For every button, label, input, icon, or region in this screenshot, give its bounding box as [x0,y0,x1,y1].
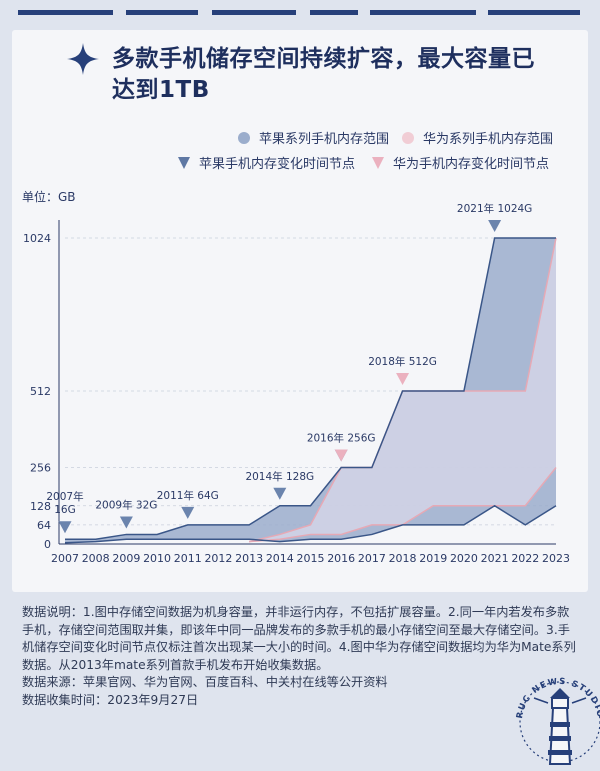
legend-apple-node-label: 苹果手机内存变化时间节点 [199,157,356,172]
apple-max-line [65,237,556,540]
y-tick-label-64: 64 [37,519,51,532]
y-unit-label: 单位：GB [22,189,76,204]
legend-apple-range-swatch [238,131,250,144]
x-tick-label-2018: 2018 [389,552,417,565]
x-tick-label-2008: 2008 [82,552,110,565]
apple-node-marker-2014 [273,487,287,500]
x-tick-label-2021: 2021 [481,552,509,565]
apple-node-label-2007-2: 16G [54,504,76,516]
data-collection-date: 数据收集时间：2023年9月27日 [22,692,199,707]
ruc-news-studio-logo: RUC NEWS STUDIO [515,677,600,765]
legend-apple-node-triangle-icon [178,156,190,169]
chart-areas [64,237,557,544]
y-tick-label-1024: 1024 [23,232,51,245]
legend-apple-node: 苹果手机内存变化时间节点 [178,153,355,172]
apple-node-label-2007-1: 2007年 [46,490,83,503]
apple-min-line [64,504,557,544]
x-tick-label-2012: 2012 [204,552,232,565]
huawei-node-marker-2018 [396,373,410,385]
legend-huawei-range-swatch [402,131,414,144]
huawei-node-label-2018-1: 2018年 512G [368,355,437,368]
apple-node-label-2016-1: 2016年 256G [307,432,376,445]
x-tick-label-2022: 2022 [511,552,539,565]
x-tick-label-2013: 2013 [235,552,263,565]
huawei-node-marker-2016 [334,449,348,462]
legend-huawei-node-triangle-icon [372,156,384,169]
x-tick-label-2014: 2014 [266,552,294,565]
apple-node-label-2009-1: 2009年 32G [95,498,157,511]
header-decoration [0,0,600,34]
y-tick-label-256: 256 [30,462,51,475]
y-tick-label-512: 512 [30,385,51,398]
page-title: 多款手机储存空间持续扩容，最大容量已 达到1TB [112,44,562,106]
legend-apple-range: 苹果系列手机内存范围 [238,128,389,147]
data-source: 数据来源：苹果官网、华为官网、百度百科、中关村在线等公开资料 [22,675,388,689]
apple-node-marker-2021 [488,220,502,232]
legend-huawei-range-label: 华为系列手机内存范围 [423,132,554,147]
apple-node-marker-2011 [181,506,195,519]
x-tick-label-2020: 2020 [450,552,478,565]
legend-huawei-node: 华为手机内存变化时间节点 [372,153,549,172]
x-tick-label-2015: 2015 [297,552,325,565]
apple-node-label-2011-1: 2011年 64G [157,489,219,502]
x-tick-label-2009: 2009 [112,552,140,565]
title-line-2: 达到1TB [112,77,210,103]
chart-axes: 0 64 128 256 512 1024 2007 2008 2009 2010 2011 2012… [23,220,570,565]
huawei-range-area [249,238,556,542]
x-tick-label-2023: 2023 [542,552,570,565]
legend-apple-range-label: 苹果系列手机内存范围 [259,132,390,147]
apple-node-marker-2009 [119,516,133,529]
x-tick-label-2011: 2011 [174,552,202,565]
x-tick-label-2019: 2019 [419,552,447,565]
y-tick-label-0: 0 [44,538,51,551]
data-explanation: 数据说明：1.图中存储空间数据为机身容量，并非运行内存，不包括扩展容量。2.同一… [22,605,576,672]
apple-node-marker-2007 [58,521,72,534]
apple-node-label-2014-1: 2014年 128G [245,470,314,483]
notes-block: 数据说明：1.图中存储空间数据为机身容量，并非运行内存，不包括扩展容量。2.同一… [22,604,578,709]
x-tick-label-2010: 2010 [143,552,171,565]
title-line-1: 多款手机储存空间持续扩容，最大容量已 [112,46,535,72]
apple-node-label-2021-1: 2021年 1024G [457,202,532,215]
x-tick-label-2007: 2007 [51,552,79,565]
star-icon [67,43,99,75]
x-tick-label-2016: 2016 [327,552,355,565]
legend-huawei-range: 华为系列手机内存范围 [402,128,553,147]
x-tick-label-2017: 2017 [358,552,386,565]
y-tick-label-128: 128 [30,500,51,513]
legend-huawei-node-label: 华为手机内存变化时间节点 [393,157,550,172]
